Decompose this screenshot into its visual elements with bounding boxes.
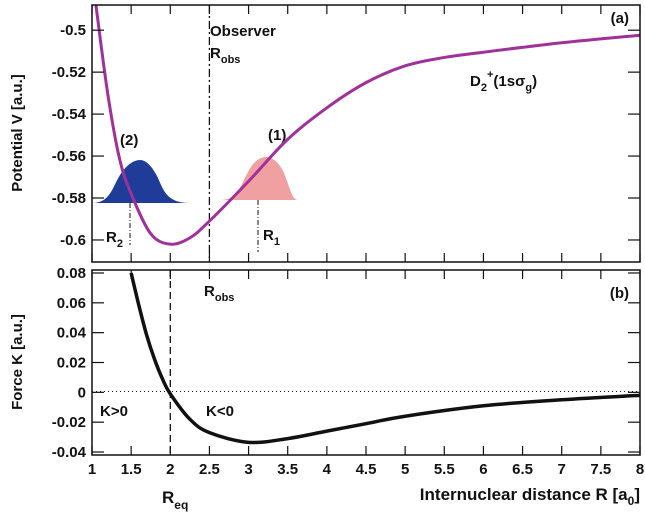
x-tick-label: 3 — [244, 461, 252, 478]
x-tick-label: 5.5 — [434, 461, 455, 478]
r1-label: R1 — [263, 227, 280, 248]
x-tick-label: 1.5 — [121, 461, 142, 478]
text: R — [263, 227, 274, 244]
curve-label: D2+(1sσg) — [470, 69, 537, 94]
panel-label: (b) — [610, 285, 629, 302]
text: R — [106, 229, 117, 246]
wavepacket-1 — [220, 157, 298, 200]
subscript: 2 — [117, 238, 123, 250]
y-tick-label: 0.04 — [57, 325, 87, 342]
subscript: 2 — [481, 82, 487, 94]
x-tick-label: 4.5 — [356, 461, 377, 478]
x-tick-label: 3.5 — [277, 461, 298, 478]
text: Internuclear distance R [a — [420, 485, 628, 504]
x-tick-label: 4 — [323, 461, 332, 478]
x-tick-label: 1 — [88, 461, 96, 478]
superscript: + — [487, 69, 493, 81]
text: ] — [634, 485, 640, 504]
r2-label: R2 — [106, 229, 123, 250]
text: R — [210, 45, 221, 62]
x-tick-label: 2 — [166, 461, 174, 478]
y-axis-label: Force K [a.u.] — [9, 314, 26, 410]
x-tick-label: 6.5 — [512, 461, 533, 478]
packet-label: (2) — [120, 132, 138, 149]
y-tick-label: -0.02 — [52, 414, 86, 431]
text: (1sσ — [493, 73, 525, 90]
x-tick-label: 7 — [558, 461, 566, 478]
y-tick-label: 0.02 — [57, 355, 86, 372]
subscript: obs — [215, 292, 235, 304]
y-tick-label: -0.5 — [60, 22, 86, 39]
x-tick-label: 6 — [479, 461, 487, 478]
y-tick-label: -0.56 — [52, 148, 86, 165]
y-tick-label: 0.08 — [57, 265, 86, 282]
y-tick-label: -0.58 — [52, 190, 86, 207]
r-obs-label: Robs — [210, 45, 240, 66]
text: D — [470, 73, 481, 90]
observer-label: Observer — [210, 23, 276, 40]
y-tick-label: 0 — [78, 384, 86, 401]
curve-group — [94, 5, 640, 246]
subscript: 0 — [628, 494, 635, 508]
subscript: 1 — [274, 236, 280, 248]
r-eq-label: Req — [162, 488, 188, 512]
subscript: eq — [174, 498, 188, 512]
panel-label: (a) — [611, 10, 629, 27]
curve-group — [129, 272, 640, 445]
wavepacket-2 — [92, 160, 190, 203]
curve — [94, 5, 640, 246]
k-pos-label: K>0 — [100, 403, 128, 420]
text: R — [204, 283, 215, 300]
y-axis-label: Potential V [a.u.] — [9, 74, 26, 192]
curve — [129, 272, 640, 445]
y-tick-label: -0.6 — [60, 232, 86, 249]
k-neg-label: K<0 — [206, 403, 234, 420]
y-tick-label: -0.54 — [52, 106, 87, 123]
x-tick-label: 2.5 — [199, 461, 220, 478]
subscript: obs — [221, 54, 241, 66]
y-tick-label: -0.04 — [52, 444, 87, 461]
y-tick-label: -0.52 — [52, 64, 86, 81]
x-axis-label: Internuclear distance R [a0] — [420, 485, 640, 508]
r-obs-label: Robs — [204, 283, 234, 304]
x-tick-label: 5 — [401, 461, 409, 478]
plot-frame — [91, 269, 641, 456]
text: R — [162, 488, 174, 507]
x-tick-label: 8 — [636, 461, 644, 478]
x-tick-label: 7.5 — [590, 461, 611, 478]
y-tick-label: 0.06 — [57, 295, 86, 312]
text: ) — [532, 73, 537, 90]
packet-label: (1) — [268, 127, 286, 144]
subscript: g — [525, 82, 532, 94]
